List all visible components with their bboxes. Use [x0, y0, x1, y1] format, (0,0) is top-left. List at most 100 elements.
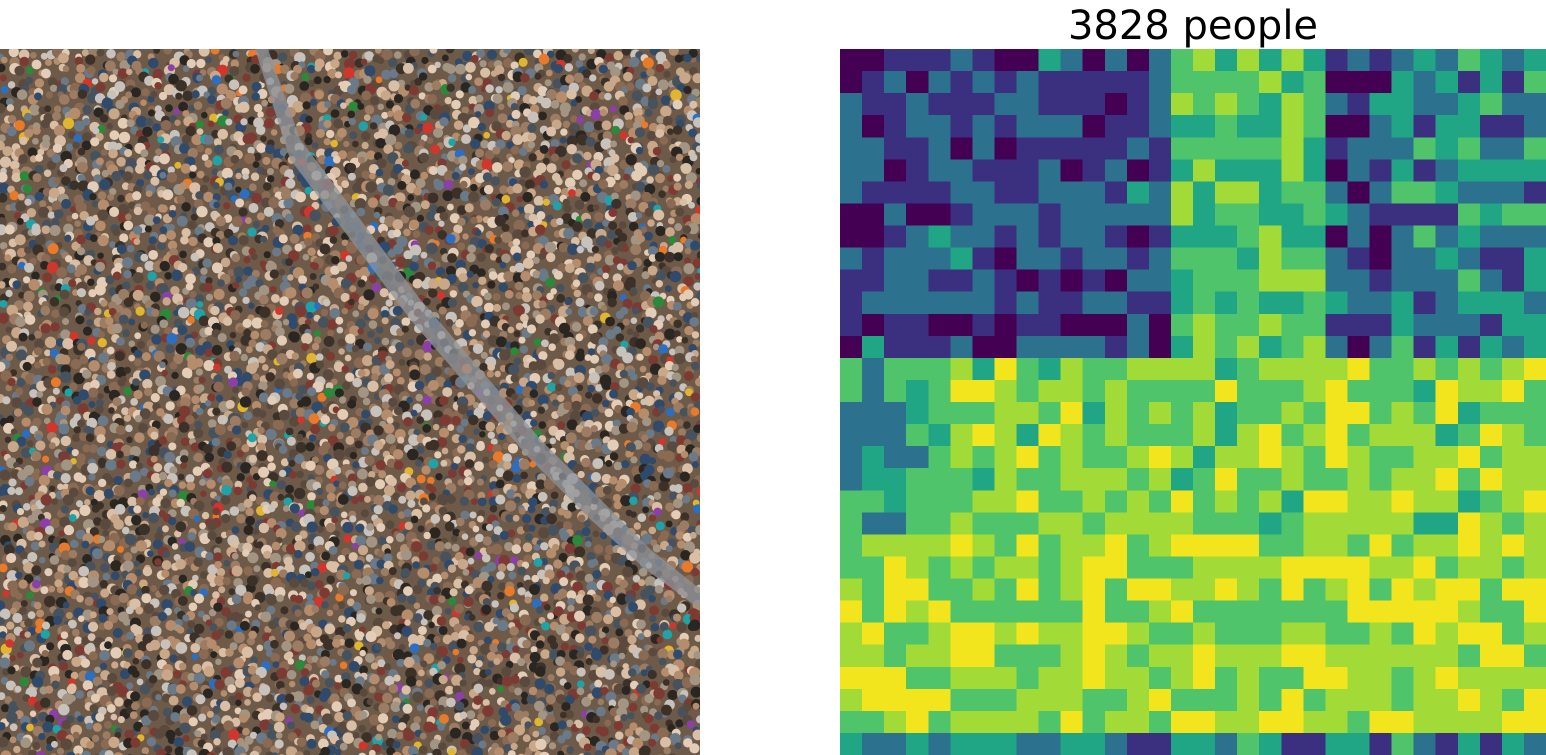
density-cell [1170, 534, 1194, 557]
density-cell [1193, 666, 1216, 690]
density-cell [1016, 600, 1040, 624]
density-cell [1523, 446, 1546, 469]
density-cell [862, 468, 885, 491]
density-cell [1126, 357, 1150, 381]
density-cell [840, 115, 863, 138]
density-cell [1369, 137, 1393, 160]
density-cell [1016, 137, 1040, 160]
density-cell [1148, 181, 1172, 204]
density-cell [972, 159, 995, 182]
density-cell [862, 115, 885, 138]
density-cell [1170, 137, 1194, 160]
density-cell [1413, 556, 1437, 579]
density-cell [1479, 247, 1503, 271]
density-cell [1501, 49, 1525, 72]
density-cell [1060, 578, 1084, 602]
density-cell [1016, 379, 1040, 403]
density-cell [1435, 291, 1459, 315]
density-cell [906, 203, 929, 226]
density-cell [972, 93, 995, 116]
density-cell [1104, 137, 1128, 160]
density-cell [994, 137, 1017, 160]
density-cell [950, 402, 973, 425]
density-cell [1391, 534, 1415, 557]
density-cell [1215, 115, 1238, 138]
density-cell [1193, 247, 1216, 271]
density-cell [1193, 490, 1216, 513]
density-cell [1082, 688, 1106, 712]
density-cell [862, 512, 885, 535]
density-cell [1369, 644, 1393, 668]
density-cell [862, 644, 885, 668]
density-cell [1193, 424, 1216, 447]
density-cell [1501, 379, 1525, 403]
density-cell [840, 644, 863, 668]
density-cell [1193, 578, 1216, 602]
density-cell [1170, 49, 1194, 72]
density-cell [1479, 534, 1503, 557]
density-cell [972, 534, 995, 557]
density-cell [1148, 313, 1172, 337]
density-cell [1148, 600, 1172, 624]
density-cell [1523, 291, 1546, 315]
density-cell [1038, 379, 1062, 403]
density-cell [1060, 137, 1084, 160]
density-cell [1215, 666, 1238, 690]
density-cell [1281, 71, 1304, 94]
density-cell [1347, 49, 1370, 72]
density-cell [1170, 666, 1194, 690]
density-cell [1104, 49, 1128, 72]
density-cell [1281, 225, 1304, 249]
density-cell [1369, 468, 1393, 491]
density-cell [1082, 622, 1106, 646]
density-cell [1038, 424, 1062, 447]
density-cell [1391, 402, 1415, 425]
density-cell [1391, 335, 1415, 359]
density-cell [884, 115, 907, 138]
density-cell [1325, 622, 1348, 646]
density-cell [1082, 115, 1106, 138]
density-cell [950, 357, 973, 381]
density-cell [1193, 688, 1216, 712]
density-cell [1060, 622, 1084, 646]
density-cell [1148, 335, 1172, 359]
density-cell [884, 688, 907, 712]
density-cell [1347, 159, 1370, 182]
density-cell [1193, 181, 1216, 204]
density-cell [862, 379, 885, 403]
density-cell [1369, 446, 1393, 469]
density-cell [1237, 402, 1260, 425]
density-cell [1237, 335, 1260, 359]
density-cell [1435, 490, 1459, 513]
density-cell [1369, 666, 1393, 690]
density-cell [1016, 93, 1040, 116]
density-cell [994, 732, 1017, 755]
density-cell [1148, 379, 1172, 403]
density-cell [1435, 732, 1459, 755]
density-cell [1523, 71, 1546, 94]
density-cell [1259, 379, 1282, 403]
density-cell [1237, 578, 1260, 602]
density-cell [1325, 181, 1348, 204]
density-cell [1435, 666, 1459, 690]
density-cell [950, 424, 973, 447]
density-cell [1060, 313, 1084, 337]
density-cell [928, 600, 951, 624]
density-cell [1413, 203, 1437, 226]
density-cell [884, 357, 907, 381]
density-cell [1303, 556, 1326, 579]
density-cell [1281, 732, 1304, 755]
density-cell [1391, 424, 1415, 447]
density-cell [1259, 666, 1282, 690]
density-cell [840, 732, 863, 755]
density-cell [1259, 534, 1282, 557]
density-cell [1237, 688, 1260, 712]
density-cell [1435, 468, 1459, 491]
density-cell [1435, 225, 1459, 249]
density-cell [1016, 181, 1040, 204]
density-cell [994, 379, 1017, 403]
density-cell [1104, 93, 1128, 116]
density-cell [1104, 313, 1128, 337]
density-cell [1215, 556, 1238, 579]
density-cell [862, 666, 885, 690]
